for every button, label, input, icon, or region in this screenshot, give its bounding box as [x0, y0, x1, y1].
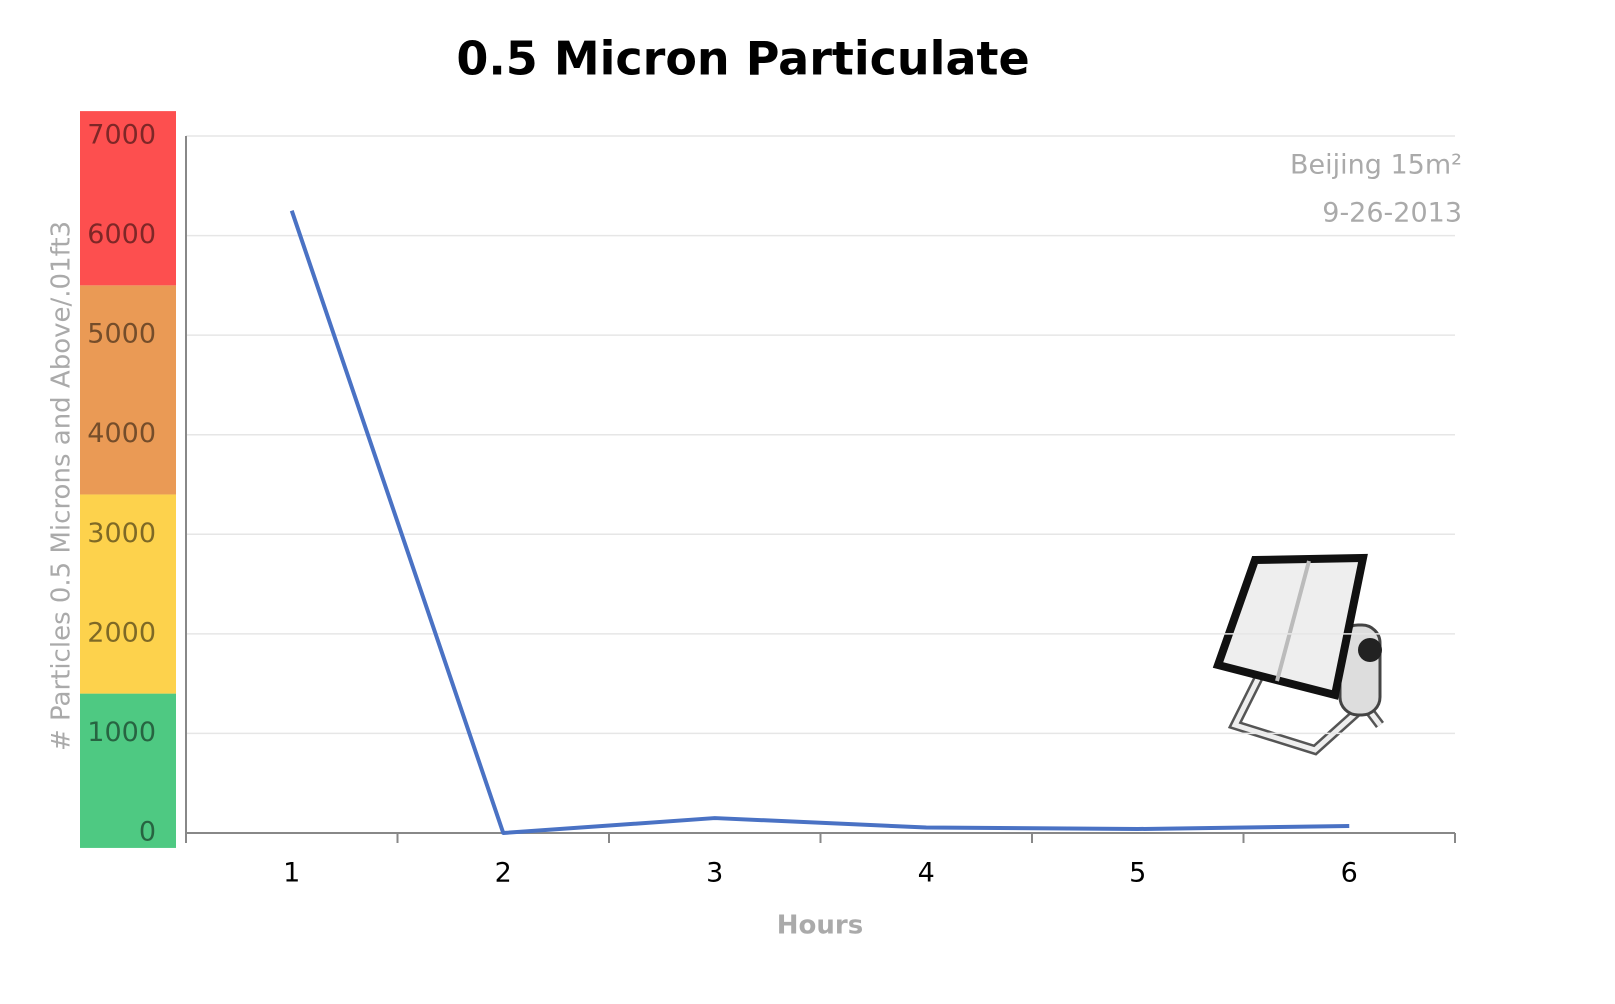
range-band: [80, 494, 176, 694]
background: [80, 111, 176, 848]
y-tick-label: 6000: [87, 219, 156, 250]
purifier-icon: [1212, 553, 1384, 756]
x-axis-title: Hours: [777, 911, 863, 941]
x-tick-label: 6: [1341, 858, 1358, 889]
annotation: 9-26-2013: [1322, 198, 1462, 229]
x-tick-label: 5: [1129, 858, 1146, 889]
chart-title: 0.5 Micron Particulate: [456, 32, 1029, 86]
y-tick-label: 3000: [87, 518, 156, 549]
range-band: [80, 693, 176, 848]
range-band: [80, 111, 176, 286]
annotation: Beijing 15m²: [1290, 150, 1462, 181]
y-tick-label: 1000: [87, 717, 156, 748]
x-tick-label: 2: [495, 858, 512, 889]
y-tick-label: 0: [139, 817, 156, 848]
y-axis-title: # Particles 0.5 Microns and Above/.01ft3: [47, 221, 77, 751]
y-tick-label: 7000: [87, 120, 156, 151]
line: [289, 210, 1350, 835]
y-tick-label: 5000: [87, 319, 156, 350]
x-tick-label: 1: [283, 858, 300, 889]
x-tick-label: 3: [706, 858, 723, 889]
x-tick-label: 4: [918, 858, 935, 889]
range-band: [80, 285, 176, 495]
y-tick-label: 2000: [87, 617, 156, 648]
y-tick-label: 4000: [87, 418, 156, 449]
